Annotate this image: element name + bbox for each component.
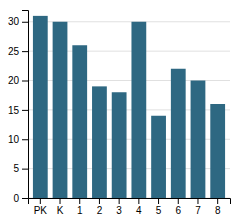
grid bbox=[28, 22, 230, 198]
x-tick: 4 bbox=[136, 198, 142, 216]
y-tick: 5 bbox=[13, 163, 28, 174]
y-tick: 0 bbox=[13, 193, 28, 204]
x-tick-mark bbox=[138, 198, 139, 204]
bar bbox=[171, 69, 186, 198]
chart: 0 5 10 15 20 25 30 PK K 1 2 3 4 5 6 7 8 bbox=[0, 0, 240, 220]
x-tick-mark bbox=[119, 198, 120, 204]
y-tick-label: 10 bbox=[8, 134, 20, 145]
y-tick: 15 bbox=[8, 105, 28, 116]
y-tick-mark bbox=[22, 22, 28, 23]
y-tick-mark bbox=[22, 110, 28, 111]
x-axis: PK K 1 2 3 4 5 6 7 8 bbox=[29, 198, 231, 216]
y-tick-mark bbox=[22, 139, 28, 140]
y-tick-label: 30 bbox=[8, 16, 20, 27]
y-tick: 25 bbox=[8, 46, 28, 57]
bar bbox=[53, 22, 68, 198]
x-tick: 7 bbox=[195, 198, 201, 216]
x-tick-mark bbox=[217, 198, 218, 204]
y-axis-line bbox=[22, 11, 29, 199]
x-tick-mark bbox=[178, 198, 179, 204]
x-tick-mark bbox=[79, 198, 80, 204]
x-tick: PK bbox=[34, 198, 48, 216]
x-tick-label: 3 bbox=[116, 205, 122, 216]
bars bbox=[33, 16, 225, 198]
y-tick: 30 bbox=[8, 16, 28, 27]
x-tick-label: 8 bbox=[215, 205, 221, 216]
y-axis: 0 5 10 15 20 25 30 bbox=[8, 11, 29, 204]
x-tick-label: PK bbox=[34, 205, 48, 216]
x-tick-mark bbox=[197, 198, 198, 204]
x-tick: 8 bbox=[215, 198, 221, 216]
y-tick-mark bbox=[22, 51, 28, 52]
x-axis-line bbox=[29, 199, 231, 205]
x-tick-label: 5 bbox=[156, 205, 162, 216]
bar bbox=[151, 116, 166, 198]
x-tick-label: 2 bbox=[97, 205, 103, 216]
x-tick-label: 4 bbox=[136, 205, 142, 216]
x-tick: K bbox=[57, 198, 64, 216]
x-tick-label: K bbox=[57, 205, 64, 216]
x-tick: 2 bbox=[97, 198, 103, 216]
y-tick-label: 20 bbox=[8, 75, 20, 86]
x-tick: 5 bbox=[156, 198, 162, 216]
x-tick-label: 7 bbox=[195, 205, 201, 216]
x-tick-mark bbox=[60, 198, 61, 204]
bar bbox=[33, 16, 48, 198]
y-tick: 20 bbox=[8, 75, 28, 86]
x-tick-mark bbox=[99, 198, 100, 204]
x-tick-label: 1 bbox=[77, 205, 83, 216]
x-tick-mark bbox=[40, 198, 41, 204]
bar bbox=[131, 22, 146, 198]
bar bbox=[191, 81, 206, 199]
y-tick-label: 0 bbox=[13, 193, 19, 204]
y-tick-mark bbox=[22, 81, 28, 82]
x-tick: 3 bbox=[116, 198, 122, 216]
y-tick-label: 5 bbox=[13, 163, 19, 174]
bar bbox=[72, 45, 87, 198]
y-tick-mark bbox=[22, 198, 28, 199]
x-tick: 6 bbox=[175, 198, 181, 216]
y-tick-mark bbox=[22, 169, 28, 170]
bar bbox=[210, 104, 225, 198]
bar bbox=[92, 86, 107, 198]
x-tick-label: 6 bbox=[175, 205, 181, 216]
bar bbox=[112, 92, 127, 198]
y-tick-label: 25 bbox=[8, 46, 20, 57]
y-tick: 10 bbox=[8, 134, 28, 145]
plot: 0 5 10 15 20 25 30 PK K 1 2 3 4 5 6 7 8 bbox=[8, 11, 231, 217]
x-tick: 1 bbox=[77, 198, 83, 216]
x-tick-mark bbox=[158, 198, 159, 204]
y-tick-label: 15 bbox=[8, 105, 20, 116]
